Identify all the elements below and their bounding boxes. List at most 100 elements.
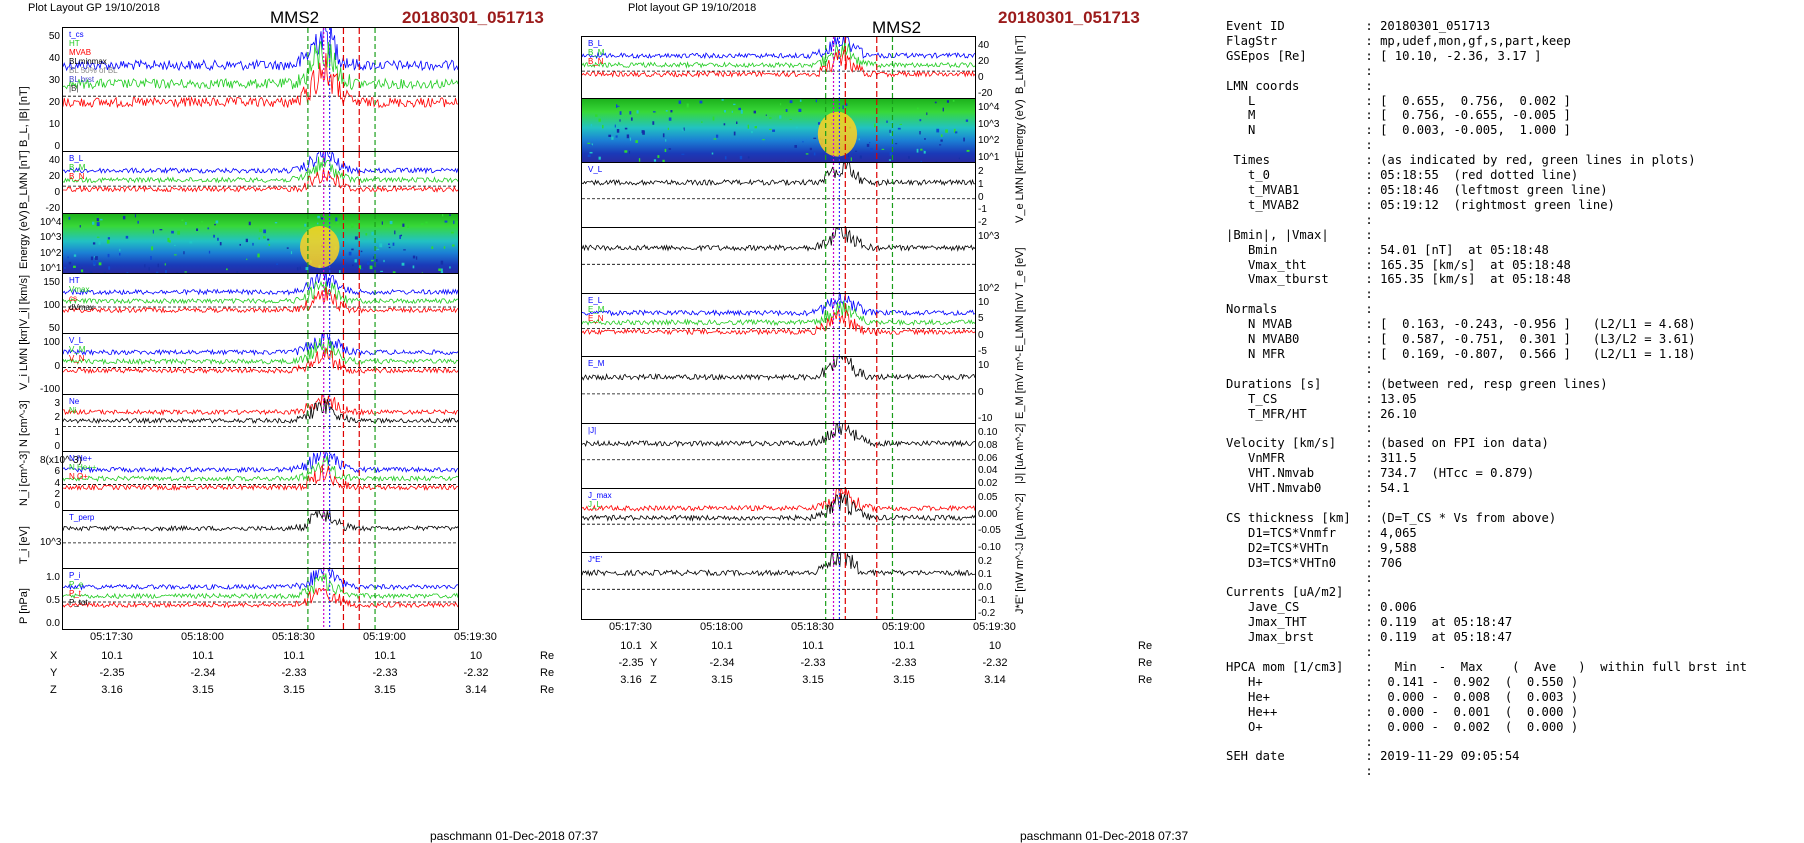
y-axis-label: P [nPa] bbox=[18, 588, 30, 624]
coord-value: 3.15 bbox=[173, 684, 233, 696]
spectrogram-pixel bbox=[599, 157, 601, 160]
y-tick-label: -5 bbox=[978, 346, 987, 357]
y-tick-label: -0.10 bbox=[978, 542, 1001, 553]
y-tick-label: 40 bbox=[978, 40, 989, 51]
spectrogram-pixel bbox=[772, 130, 775, 132]
spectrogram-pixel bbox=[762, 139, 765, 140]
spectrogram-pixel bbox=[959, 158, 960, 160]
spectrogram-pixel bbox=[174, 245, 176, 246]
spectrogram-pixel bbox=[226, 268, 228, 270]
spectrogram-pixel bbox=[963, 138, 965, 142]
spectrogram-pixel bbox=[723, 111, 724, 113]
spectrogram-pixel bbox=[814, 152, 816, 155]
spectrogram-pixel bbox=[966, 120, 968, 122]
series-line bbox=[582, 424, 975, 446]
spectrogram-pixel bbox=[859, 138, 860, 140]
legend-entry: B_N bbox=[69, 172, 85, 181]
spectrogram-pixel bbox=[438, 268, 441, 270]
spectrogram-pixel bbox=[734, 132, 736, 136]
coord-value: 10.1 bbox=[82, 650, 142, 662]
spectrogram-pixel bbox=[813, 138, 816, 139]
info-line: He++ : 0.000 - 0.001 ( 0.000 ) bbox=[1226, 705, 1747, 720]
spectrogram-pixel bbox=[608, 135, 611, 137]
y-axis-label: E_M [mV m^-1] bbox=[1014, 352, 1026, 419]
legend-entry: B_L bbox=[588, 39, 604, 48]
series-line bbox=[582, 301, 975, 325]
info-line: GSEpos [Re] : [ 10.10, -2.36, 3.17 ] bbox=[1226, 49, 1747, 64]
info-line: L : [ 0.655, 0.756, 0.002 ] bbox=[1226, 94, 1747, 109]
spectrogram-pixel bbox=[869, 142, 870, 143]
spectrogram-pixel bbox=[939, 144, 941, 145]
y-tick-label: -0.1 bbox=[978, 595, 995, 606]
spectrogram-pixel bbox=[389, 247, 391, 248]
spectrogram-pixel bbox=[681, 109, 683, 111]
spectrogram-pixel bbox=[97, 237, 100, 238]
legend-entry: Vmax bbox=[69, 285, 94, 294]
spectrogram-pixel bbox=[670, 110, 672, 112]
info-line: : bbox=[1226, 496, 1747, 511]
legend-entry: dVmax bbox=[69, 303, 94, 312]
spectrogram-pixel bbox=[736, 122, 737, 125]
spectrogram-pixel bbox=[595, 114, 597, 116]
spectrogram-pixel bbox=[267, 239, 269, 241]
legend-entry: P_i bbox=[69, 571, 88, 580]
spectrogram-pixel bbox=[908, 156, 910, 158]
spectrogram-pixel bbox=[779, 115, 781, 118]
y-tick-label: 100 bbox=[40, 337, 60, 348]
spectrogram-pixel bbox=[246, 259, 247, 260]
spectrogram-pixel bbox=[276, 263, 278, 264]
legend-entry: T_perp bbox=[69, 513, 94, 522]
y-axis-label: N [cm^-3] bbox=[18, 400, 30, 447]
info-line: Vmax_tht : 165.35 [km/s] at 05:18:48 bbox=[1226, 258, 1747, 273]
series-line bbox=[582, 294, 975, 316]
y-tick-label: 0.06 bbox=[978, 453, 997, 464]
spectrogram-pixel bbox=[69, 262, 72, 265]
spectrogram-pixel bbox=[201, 221, 202, 222]
x-tick-label: 05:18:30 bbox=[272, 631, 315, 643]
info-line: : bbox=[1226, 287, 1747, 302]
coord-value: 10.1 bbox=[874, 640, 934, 652]
spectrogram-pixel bbox=[588, 155, 591, 157]
spectrogram-pixel bbox=[97, 218, 99, 221]
spectrogram-pixel bbox=[590, 152, 593, 153]
coord-unit: Re bbox=[1138, 674, 1152, 686]
spectrogram-pixel bbox=[185, 222, 186, 225]
spectrogram-pixel bbox=[239, 244, 240, 246]
spectrogram-pixel bbox=[637, 110, 639, 113]
spectrogram-pixel bbox=[252, 243, 253, 246]
spectrogram-pixel bbox=[107, 240, 110, 244]
spectrogram-hotspot bbox=[818, 112, 857, 157]
info-line: Bmin : 54.01 [nT] at 05:18:48 bbox=[1226, 243, 1747, 258]
x-tick-label: 05:18:00 bbox=[181, 631, 224, 643]
spectrogram-pixel bbox=[181, 220, 183, 222]
coord-value: 10.1 bbox=[264, 650, 324, 662]
info-line: T_CS : 13.05 bbox=[1226, 392, 1747, 407]
spectrogram-pixel bbox=[851, 157, 852, 161]
coord-unit: Re bbox=[540, 684, 554, 696]
series-line bbox=[582, 357, 975, 380]
spectrogram-pixel bbox=[402, 263, 405, 266]
spectrogram-pixel bbox=[657, 155, 659, 158]
spectrogram-pixel bbox=[616, 104, 617, 108]
spectrogram-pixel bbox=[798, 109, 801, 112]
spectrogram-pixel bbox=[174, 254, 177, 255]
spectrogram-pixel bbox=[335, 217, 337, 221]
spectrogram-pixel bbox=[177, 231, 180, 235]
spectrogram-pixel bbox=[99, 262, 102, 265]
info-line: : bbox=[1226, 735, 1747, 750]
y-tick-label: 0.5 bbox=[40, 595, 60, 606]
legend-entry: B_N bbox=[588, 57, 604, 66]
spectrogram-pixel bbox=[95, 256, 98, 260]
coord-unit: Re bbox=[540, 667, 554, 679]
y-tick-label: 2 bbox=[978, 166, 984, 177]
info-line: t_0 : 05:18:55 (red dotted line) bbox=[1226, 168, 1747, 183]
spectrogram-pixel bbox=[943, 108, 944, 112]
left-panel-8-plot bbox=[63, 569, 458, 629]
spectrogram-pixel bbox=[355, 259, 357, 262]
spectrogram-pixel bbox=[740, 156, 742, 159]
spectrogram-pixel bbox=[383, 260, 384, 262]
spectrogram-pixel bbox=[699, 101, 702, 104]
